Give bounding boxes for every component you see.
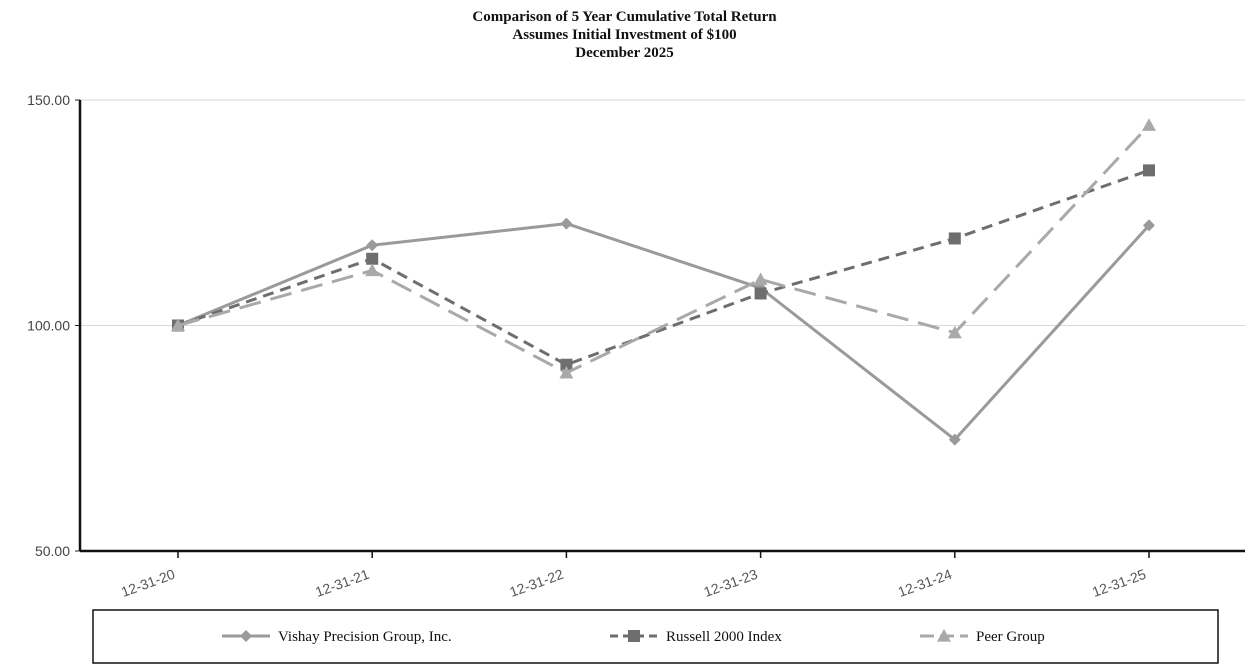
gridlines [80, 99, 1245, 326]
data-point-peer-group [559, 365, 574, 379]
legend-item-vishay: Vishay Precision Group, Inc. [222, 629, 452, 645]
x-tick-label: 12-31-23 [701, 566, 759, 600]
y-tick-label: 150.00 [27, 92, 70, 108]
axes: 50.00 100.00 150.00 12-31-20 12-31-21 12-31-2… [27, 92, 1245, 600]
legend-label: Russell 2000 Index [666, 629, 782, 645]
x-tick-label: 12-31-25 [1090, 566, 1148, 600]
legend-marker [937, 629, 951, 642]
data-point-vishay [948, 433, 961, 446]
legend: Vishay Precision Group, Inc. Russell 2000… [92, 609, 1219, 664]
data-point-peer-group [947, 325, 962, 339]
x-tick-label: 12-31-24 [896, 566, 954, 600]
x-tick-label: 12-31-22 [507, 566, 565, 600]
series-line-russell-2000 [177, 168, 1150, 367]
data-point-peer-group [1142, 118, 1156, 131]
chart-title-block: Comparison of 5 Year Cumulative Total Re… [0, 8, 1249, 62]
y-tick-label: 100.00 [27, 318, 70, 334]
data-point-vishay [366, 239, 379, 252]
data-point-russell-2000 [366, 252, 379, 265]
legend-label: Vishay Precision Group, Inc. [278, 629, 452, 645]
y-tick-label: 50.00 [35, 543, 70, 559]
chart-subtitle-date: December 2025 [575, 45, 674, 61]
series-vishay [172, 217, 1155, 446]
series-lines [171, 118, 1156, 446]
legend-marker [628, 630, 640, 642]
data-point-russell-2000 [948, 232, 961, 245]
x-tick-label: 12-31-20 [119, 566, 177, 600]
data-point-vishay [560, 217, 573, 230]
series-peer-group [171, 118, 1156, 379]
data-point-russell-2000 [560, 358, 573, 371]
chart-title: Comparison of 5 Year Cumulative Total Re… [472, 9, 777, 25]
x-tick-label: 12-31-21 [313, 566, 371, 600]
data-point-peer-group [171, 318, 185, 332]
data-point-vishay [1143, 219, 1155, 232]
series-russell-2000 [172, 164, 1155, 371]
data-point-peer-group [365, 263, 380, 277]
legend-label: Peer Group [976, 629, 1045, 645]
chart-subtitle: Assumes Initial Investment of $100 [512, 27, 737, 43]
series-line-vishay [177, 222, 1151, 442]
data-point-russell-2000 [754, 287, 767, 300]
legend-item-russell-2000: Russell 2000 Index [610, 629, 782, 645]
data-point-peer-group [753, 272, 768, 286]
legend-item-peer-group: Peer Group [920, 629, 1045, 645]
data-point-russell-2000 [1143, 164, 1155, 177]
series-line-peer-group [177, 124, 1151, 375]
legend-marker [240, 630, 252, 642]
